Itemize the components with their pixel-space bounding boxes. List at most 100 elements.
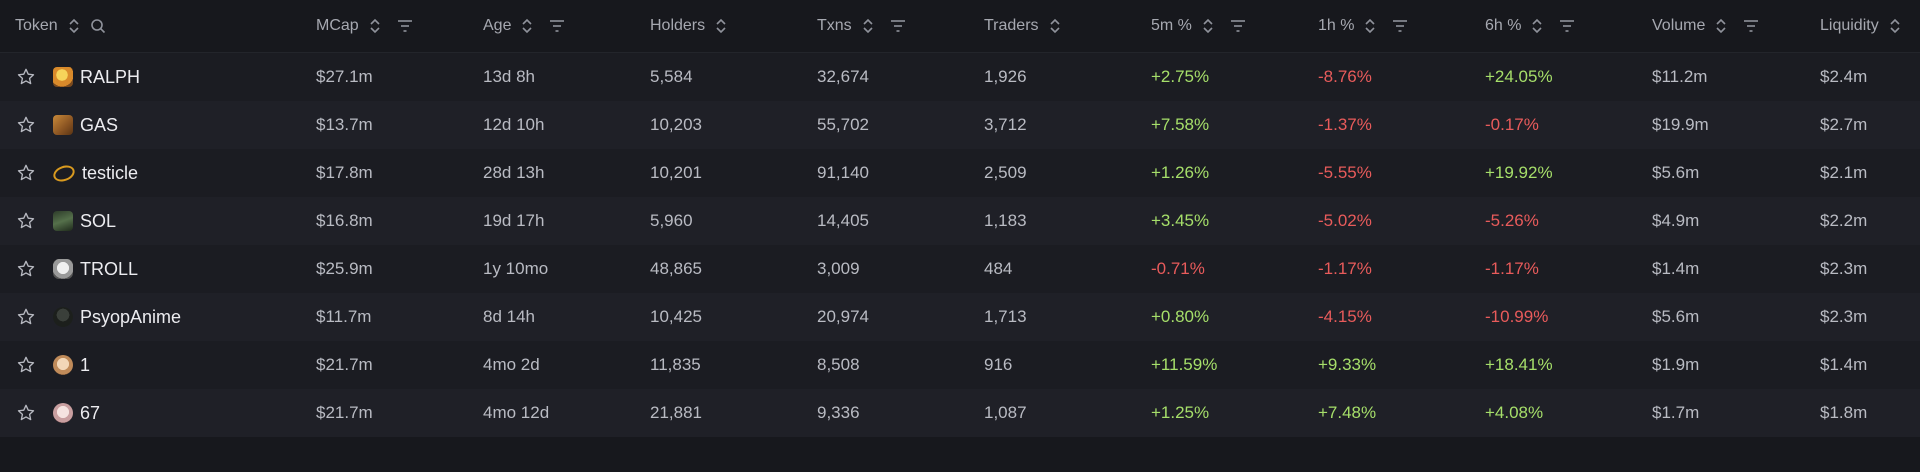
txns-cell: 3,009	[817, 259, 860, 278]
traders-cell: 1,713	[984, 307, 1027, 326]
liquidity-cell: $1.4m	[1820, 355, 1868, 374]
token-cell: TROLL	[15, 245, 138, 293]
header-h6[interactable]: 6h %	[1485, 0, 1575, 52]
header-mcap[interactable]: MCap	[316, 0, 413, 52]
table-row[interactable]: GAS $13.7m 12d 10h 10,203 55,702 3,712 +7.58% -…	[0, 101, 1920, 149]
age-cell: 8d 14h	[483, 307, 535, 326]
table-row[interactable]: SOL $16.8m 19d 17h 5,960 14,405 1,183 +3.45% -5…	[0, 197, 1920, 245]
header-volume-label: Volume	[1652, 17, 1706, 34]
header-token[interactable]: Token	[15, 0, 106, 52]
filter-icon[interactable]	[397, 18, 413, 34]
table-row[interactable]: 67 $21.7m 4mo 12d 21,881 9,336 1,087 +1.25% +7.…	[0, 389, 1920, 437]
header-volume[interactable]: Volume	[1652, 0, 1759, 52]
m5-cell: +3.45%	[1151, 211, 1210, 230]
token-name[interactable]: testicle	[82, 162, 139, 183]
filter-icon[interactable]	[1230, 18, 1246, 34]
star-icon[interactable]	[15, 162, 37, 184]
txns-cell: 9,336	[817, 403, 860, 422]
txns-cell: 8,508	[817, 355, 860, 374]
traders-cell: 1,087	[984, 403, 1027, 422]
traders-cell: 3,712	[984, 115, 1027, 134]
star-icon[interactable]	[15, 210, 37, 232]
table-row[interactable]: TROLL $25.9m 1y 10mo 48,865 3,009 484 -0.71% -1…	[0, 245, 1920, 293]
sort-icon[interactable]	[1200, 18, 1216, 34]
filter-icon[interactable]	[1743, 18, 1759, 34]
traders-cell: 1,183	[984, 211, 1027, 230]
sort-icon[interactable]	[1529, 18, 1545, 34]
sort-icon[interactable]	[1713, 18, 1729, 34]
header-age[interactable]: Age	[483, 0, 565, 52]
header-liquidity[interactable]: Liquidity	[1820, 0, 1903, 52]
h1-cell: -1.37%	[1318, 115, 1372, 134]
search-icon[interactable]	[90, 18, 106, 34]
sort-icon[interactable]	[713, 18, 729, 34]
table-row[interactable]: testicle $17.8m 28d 13h 10,201 91,140 2,509 +1…	[0, 149, 1920, 197]
filter-icon[interactable]	[1392, 18, 1408, 34]
sort-icon[interactable]	[1047, 18, 1063, 34]
h6-cell: -0.17%	[1485, 115, 1539, 134]
star-icon[interactable]	[15, 66, 37, 88]
filter-icon[interactable]	[1559, 18, 1575, 34]
gas-logo	[53, 115, 73, 135]
sort-icon[interactable]	[1362, 18, 1378, 34]
filter-icon[interactable]	[549, 18, 565, 34]
sort-icon[interactable]	[66, 18, 82, 34]
sort-icon[interactable]	[1887, 18, 1903, 34]
star-icon[interactable]	[15, 114, 37, 136]
volume-cell: $11.2m	[1652, 67, 1708, 86]
star-icon[interactable]	[15, 306, 37, 328]
token-name[interactable]: SOL	[80, 210, 117, 231]
mcap-cell: $13.7m	[316, 115, 373, 134]
header-m5[interactable]: 5m %	[1151, 0, 1246, 52]
token-name[interactable]: RALPH	[80, 66, 141, 87]
h1-cell: -5.55%	[1318, 163, 1372, 182]
header-age-label: Age	[483, 17, 512, 34]
token-name[interactable]: 67	[80, 402, 101, 423]
sol-logo	[53, 211, 73, 231]
header-liquidity-label: Liquidity	[1820, 17, 1879, 34]
one-logo	[53, 355, 73, 375]
liquidity-cell: $2.7m	[1820, 115, 1868, 134]
traders-cell: 2,509	[984, 163, 1027, 182]
token-name[interactable]: TROLL	[80, 258, 139, 279]
header-h1[interactable]: 1h %	[1318, 0, 1408, 52]
token-name[interactable]: 1	[80, 354, 91, 375]
volume-cell: $1.4m	[1652, 259, 1700, 278]
sort-icon[interactable]	[367, 18, 383, 34]
star-icon[interactable]	[15, 402, 37, 424]
header-holders[interactable]: Holders	[650, 0, 729, 52]
token-name[interactable]: GAS	[80, 114, 119, 135]
table-row[interactable]: RALPH $27.1m 13d 8h 5,584 32,674 1,926 +2.75% -…	[0, 53, 1920, 101]
liquidity-cell: $2.4m	[1820, 67, 1868, 86]
token-cell: PsyopAnime	[15, 293, 181, 341]
header-traders-label: Traders	[984, 17, 1039, 34]
age-cell: 1y 10mo	[483, 259, 549, 278]
holders-cell: 10,203	[650, 115, 702, 134]
header-traders[interactable]: Traders	[984, 0, 1063, 52]
holders-cell: 5,584	[650, 67, 693, 86]
h6-cell: +24.05%	[1485, 67, 1553, 86]
age-cell: 28d 13h	[483, 163, 545, 182]
token-cell: 1	[15, 341, 90, 389]
header-token-label: Token	[15, 17, 58, 34]
troll-logo	[53, 259, 73, 279]
txns-cell: 55,702	[817, 115, 869, 134]
star-icon[interactable]	[15, 354, 37, 376]
table-row[interactable]: PsyopAnime $11.7m 8d 14h 10,425 20,974 1,713 +…	[0, 293, 1920, 341]
h6-cell: -5.26%	[1485, 211, 1539, 230]
header-txns[interactable]: Txns	[817, 0, 906, 52]
table-row[interactable]: 1 $21.7m 4mo 2d 11,835 8,508 916 +11.59% +9.33%…	[0, 341, 1920, 389]
star-icon[interactable]	[15, 258, 37, 280]
header-holders-label: Holders	[650, 17, 706, 34]
volume-cell: $5.6m	[1652, 307, 1700, 326]
holders-cell: 10,425	[650, 307, 702, 326]
txns-cell: 91,140	[817, 163, 869, 182]
mcap-cell: $16.8m	[316, 211, 373, 230]
header-h6-label: 6h %	[1485, 17, 1522, 34]
token-name[interactable]: PsyopAnime	[80, 306, 182, 327]
sort-icon[interactable]	[519, 18, 535, 34]
volume-cell: $1.7m	[1652, 403, 1700, 422]
filter-icon[interactable]	[890, 18, 906, 34]
header-txns-label: Txns	[817, 17, 852, 34]
sort-icon[interactable]	[860, 18, 876, 34]
